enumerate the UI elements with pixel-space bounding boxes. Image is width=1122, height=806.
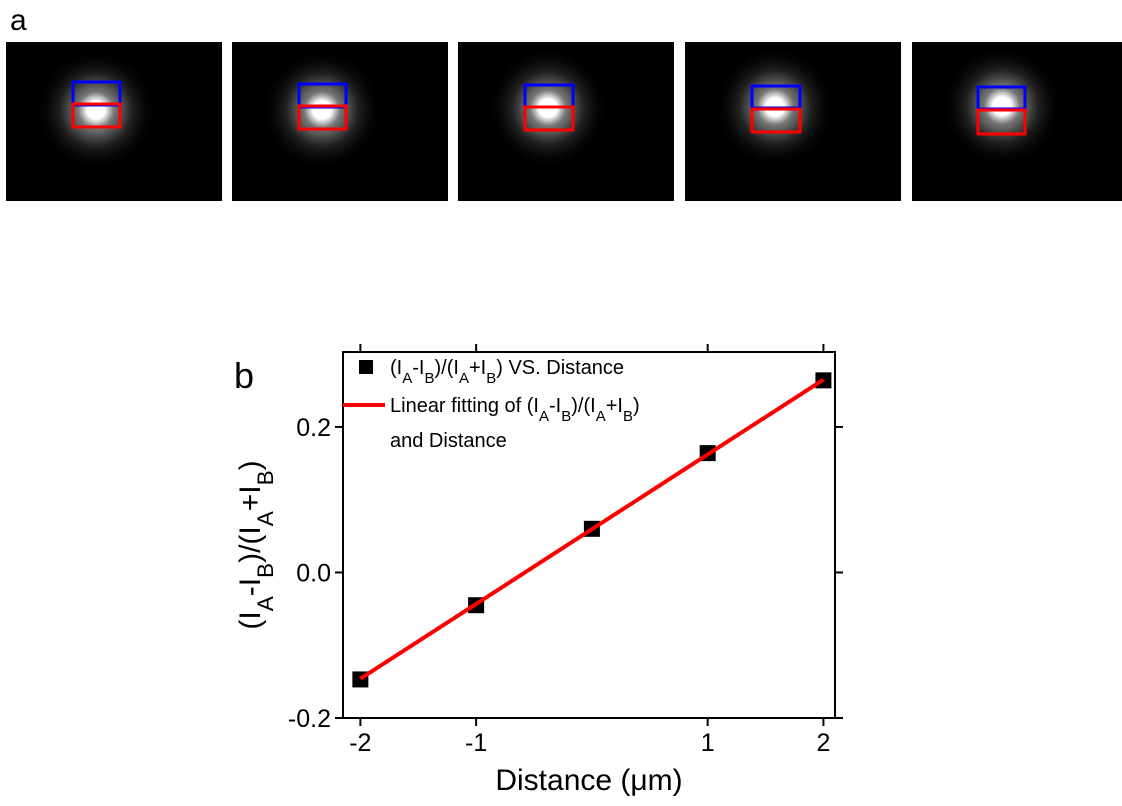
y-tick-label: -0.2 <box>288 705 331 733</box>
roi-b <box>750 107 802 134</box>
x-tick-label: 2 <box>816 729 830 757</box>
legend-marker <box>359 360 373 374</box>
image-strip <box>6 42 1122 201</box>
panel-label: a <box>10 4 27 37</box>
x-tick-label: 1 <box>701 729 715 757</box>
legend-label: Linear fitting of (IA-IB)/(IA+IB) and Dis… <box>390 395 640 452</box>
spot <box>942 46 1062 166</box>
spot <box>36 50 156 170</box>
x-tick-label: -2 <box>349 729 371 757</box>
x-tick-label: -1 <box>465 729 487 757</box>
panel-label: b <box>234 355 254 396</box>
legend-label: (IA-IB)/(IA+IB) VS. Distance <box>390 357 624 387</box>
roi-b <box>297 104 348 131</box>
y-tick-label: 0.2 <box>296 414 331 442</box>
plot-frame <box>342 351 836 719</box>
spot <box>262 50 382 170</box>
roi-b <box>71 102 122 129</box>
x-axis-label: Distance (μm) <box>495 764 682 797</box>
roi-b <box>976 108 1027 136</box>
y-axis-label: (IA-IB)/(IA+IB) <box>234 460 278 629</box>
roi-b <box>523 105 575 132</box>
y-tick-label: 0.0 <box>296 559 331 587</box>
fit-line <box>359 377 825 681</box>
